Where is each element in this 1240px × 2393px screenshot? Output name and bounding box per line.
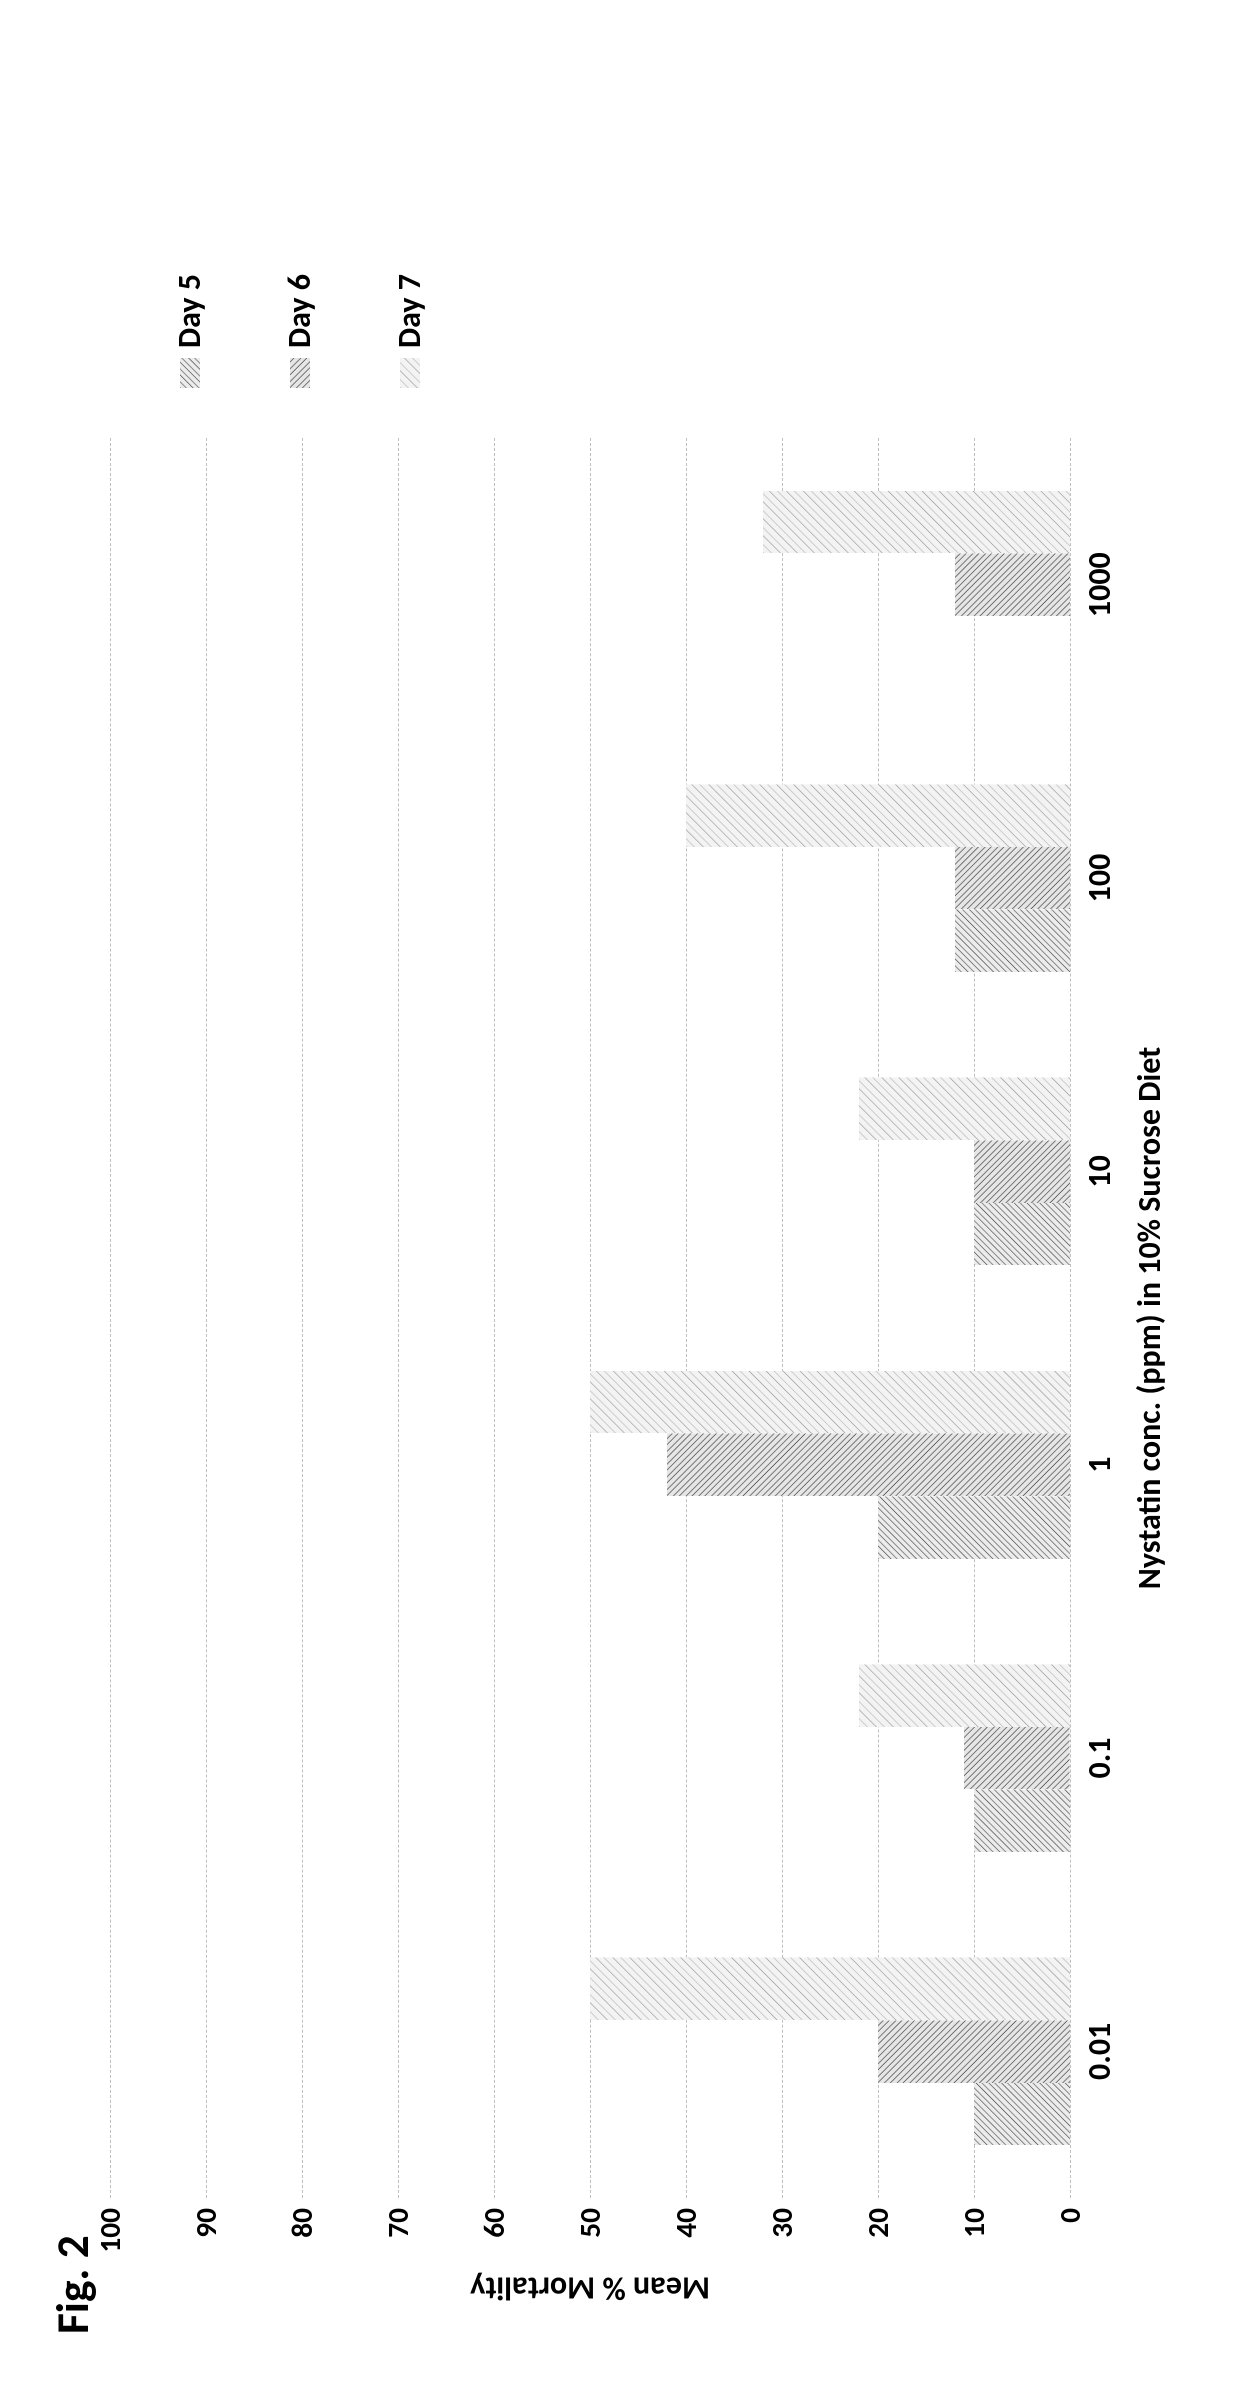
gridline	[398, 438, 399, 2198]
gridline	[686, 438, 687, 2198]
y-tick-label: 40	[668, 2198, 704, 2238]
bar-day-5	[974, 2083, 1070, 2146]
legend-swatch-icon	[290, 358, 310, 388]
gridline	[1070, 438, 1071, 2198]
rotated-chart-wrapper: Fig. 2 Mean % Mortality 0102030405060708…	[40, 45, 1200, 2348]
gridline	[494, 438, 495, 2198]
gridline	[302, 438, 303, 2198]
plot-area: Mean % Mortality 01020304050607080901000…	[110, 438, 1070, 2198]
bar-day-6	[955, 553, 1070, 616]
x-tick-label: 0.01	[1070, 2023, 1119, 2080]
y-tick-label: 10	[956, 2198, 992, 2238]
y-tick-label: 100	[92, 2198, 128, 2253]
y-tick-label: 0	[1052, 2198, 1088, 2223]
y-tick-label: 30	[764, 2198, 800, 2238]
y-tick-label: 50	[572, 2198, 608, 2238]
bar-day-6	[878, 2020, 1070, 2083]
legend-item: Day 6	[280, 274, 319, 388]
bar-day-6	[964, 1727, 1070, 1790]
legend-item: Day 5	[170, 274, 209, 388]
bar-day-5	[955, 909, 1070, 972]
gridline	[878, 438, 879, 2198]
bar-day-7	[686, 784, 1070, 847]
x-tick-label: 1000	[1070, 552, 1119, 617]
legend-swatch-icon	[400, 358, 420, 388]
bar-day-7	[859, 1077, 1070, 1140]
y-axis-title: Mean % Mortality	[470, 2269, 710, 2308]
x-tick-label: 10	[1070, 1155, 1119, 1187]
legend-label: Day 6	[280, 274, 319, 348]
legend-item: Day 7	[390, 274, 429, 388]
gridline	[590, 438, 591, 2198]
x-tick-label: 1	[1070, 1457, 1119, 1473]
y-tick-label: 90	[188, 2198, 224, 2238]
gridline	[782, 438, 783, 2198]
legend-label: Day 7	[390, 274, 429, 348]
bar-day-6	[667, 1433, 1070, 1496]
x-tick-label: 0.1	[1070, 1738, 1119, 1779]
chart-surface: Fig. 2 Mean % Mortality 0102030405060708…	[40, 45, 1200, 2348]
gridline	[206, 438, 207, 2198]
gridline	[110, 438, 111, 2198]
bar-day-7	[763, 491, 1070, 554]
gridline	[974, 438, 975, 2198]
bar-day-5	[878, 1496, 1070, 1559]
legend-swatch-icon	[180, 358, 200, 388]
bar-day-5	[974, 1203, 1070, 1266]
bar-day-5	[974, 1789, 1070, 1852]
x-axis-title: Nystatin conc. (ppm) in 10% Sucrose Diet	[1130, 1047, 1169, 1589]
bar-day-7	[590, 1957, 1070, 2020]
bar-day-7	[590, 1371, 1070, 1434]
bar-day-7	[859, 1664, 1070, 1727]
y-tick-label: 60	[476, 2198, 512, 2238]
bar-day-6	[974, 1140, 1070, 1203]
y-tick-label: 70	[380, 2198, 416, 2238]
y-tick-label: 80	[284, 2198, 320, 2238]
legend-label: Day 5	[170, 274, 209, 348]
bar-day-6	[955, 847, 1070, 910]
x-tick-label: 100	[1070, 854, 1119, 903]
page-root: Fig. 2 Mean % Mortality 0102030405060708…	[0, 0, 1240, 2393]
y-tick-label: 20	[860, 2198, 896, 2238]
